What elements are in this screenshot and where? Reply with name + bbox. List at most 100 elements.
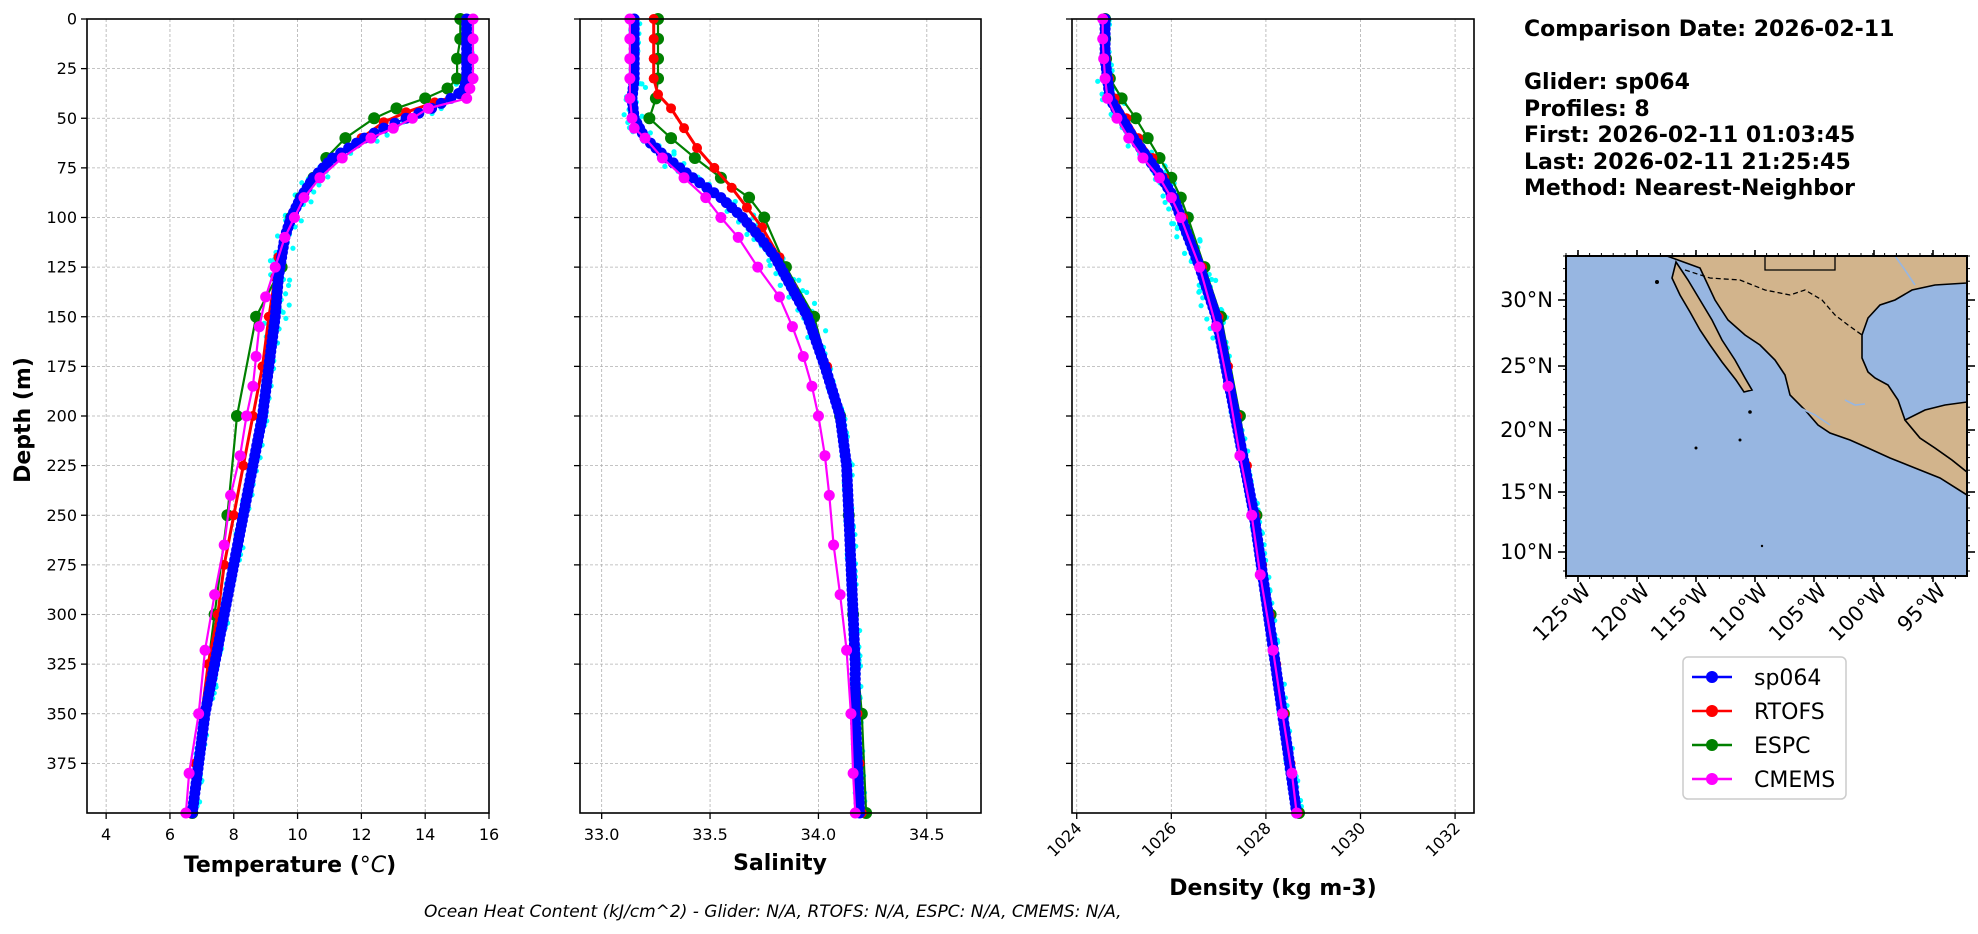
- data-point: [288, 212, 300, 223]
- data-point: [639, 132, 651, 144]
- raw-point: [325, 174, 331, 180]
- data-point: [247, 380, 259, 392]
- x-tick-label: 14: [415, 825, 435, 844]
- data-point: [269, 261, 281, 273]
- raw-point: [308, 199, 314, 205]
- raw-point: [1197, 237, 1203, 243]
- data-point: [1254, 569, 1266, 581]
- x-tick-label: 33.0: [584, 825, 620, 844]
- y-tick-label: 325: [46, 655, 77, 674]
- temperature-axis-label: Temperature (°C): [184, 853, 396, 878]
- data-point: [828, 539, 840, 551]
- map-lon-label: 105°W: [1764, 578, 1832, 646]
- y-tick-label: 300: [46, 605, 77, 624]
- data-point: [467, 53, 479, 65]
- map-island: [1738, 438, 1742, 442]
- raw-point: [1210, 335, 1216, 341]
- raw-point: [298, 218, 304, 224]
- map-lon-label: 110°W: [1705, 578, 1773, 646]
- raw-point: [800, 287, 806, 294]
- raw-point: [285, 282, 292, 289]
- data-point: [336, 152, 348, 164]
- data-point: [365, 132, 377, 144]
- map-river: [1799, 407, 1831, 426]
- data-point: [688, 151, 701, 164]
- data-point: [253, 321, 265, 333]
- data-point: [1115, 92, 1128, 105]
- data-point: [845, 708, 857, 720]
- data-point: [679, 123, 690, 134]
- location-map: 30°N 25°N 20°N 15°N 10°N 125°W120°W115°W110°W…: [1500, 250, 1975, 646]
- x-tick-label: 34.0: [801, 825, 837, 844]
- y-tick-label: 225: [46, 456, 77, 475]
- raw-point: [639, 81, 645, 87]
- data-point: [823, 489, 835, 501]
- data-point: [1222, 380, 1234, 392]
- data-point: [451, 72, 464, 85]
- data-point: [234, 450, 246, 462]
- map-island: [1694, 446, 1698, 450]
- data-point: [314, 172, 326, 184]
- raw-point: [1200, 295, 1206, 301]
- y-tick-label: 125: [46, 258, 77, 277]
- map-border: [1684, 269, 1863, 336]
- raw-point: [1125, 143, 1131, 149]
- data-point: [1101, 92, 1113, 104]
- raw-point: [1170, 221, 1177, 227]
- raw-point: [804, 289, 810, 295]
- y-tick-label: 375: [46, 754, 77, 773]
- x-tick-label: 1028: [1233, 818, 1275, 860]
- raw-point: [316, 182, 322, 188]
- legend-label: RTOFS: [1754, 700, 1825, 725]
- raw-point: [1197, 288, 1203, 294]
- map-island: [1748, 410, 1752, 414]
- x-tick-label: 1026: [1138, 818, 1180, 860]
- data-point: [624, 53, 636, 65]
- data-point: [228, 510, 239, 521]
- data-point: [241, 410, 253, 422]
- data-point: [279, 231, 291, 243]
- data-point: [467, 33, 479, 45]
- data-point: [1210, 321, 1222, 333]
- y-tick-label: 250: [46, 506, 77, 525]
- temperature-panel: 0 25 50 75 100 125 150 175 200 225 250 275 300 325 350…: [46, 10, 499, 845]
- y-tick-label: 200: [46, 407, 77, 426]
- raw-point: [384, 132, 390, 138]
- raw-point: [662, 163, 668, 169]
- map-land: [1903, 401, 1967, 474]
- data-point: [390, 102, 403, 115]
- data-point: [451, 52, 464, 65]
- data-point: [709, 162, 720, 173]
- data-point: [773, 291, 785, 303]
- raw-point: [282, 291, 289, 297]
- x-tick-label: 12: [351, 825, 371, 844]
- y-tick-label: 175: [46, 357, 77, 376]
- data-point: [225, 489, 237, 501]
- x-tick-label: 34.5: [909, 825, 945, 844]
- data-point: [1097, 33, 1109, 45]
- series-sp064: [626, 13, 866, 819]
- data-point: [1099, 73, 1111, 85]
- y-tick-label: 50: [57, 109, 77, 128]
- map-lat-label: 30°N: [1500, 288, 1553, 312]
- legend-label: CMEMS: [1754, 768, 1835, 793]
- data-point: [653, 89, 664, 100]
- data-point: [1286, 767, 1298, 779]
- depth-axis-label: Depth (m): [11, 357, 36, 483]
- data-point: [1153, 172, 1165, 184]
- data-point: [387, 122, 399, 134]
- y-tick-label: 100: [46, 208, 77, 227]
- y-tick-label: 75: [57, 158, 77, 177]
- data-point: [812, 410, 824, 422]
- map-land: [1671, 260, 1754, 393]
- x-tick-label: 16: [479, 825, 499, 844]
- data-point: [648, 73, 659, 84]
- raw-point: [671, 149, 677, 155]
- map-island: [1655, 280, 1659, 284]
- raw-point: [1174, 234, 1180, 240]
- data-point: [1137, 152, 1149, 164]
- data-point: [1276, 708, 1288, 720]
- data-point: [726, 182, 737, 193]
- data-point: [464, 82, 476, 94]
- data-point: [1153, 151, 1166, 164]
